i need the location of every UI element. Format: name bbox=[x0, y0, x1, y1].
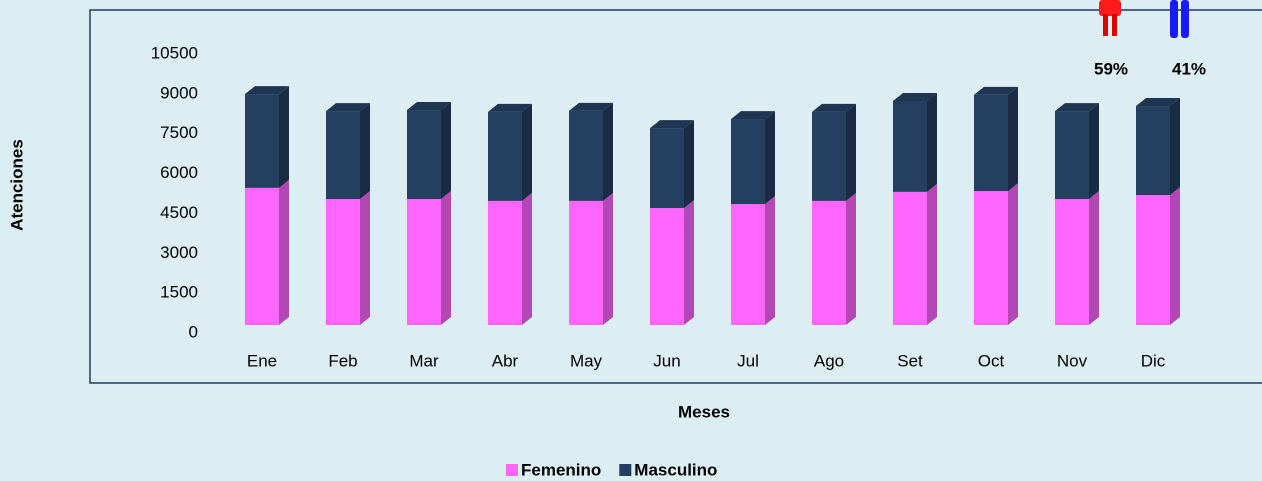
bar bbox=[650, 128, 684, 209]
bar-side bbox=[522, 192, 532, 325]
bar-top bbox=[407, 102, 451, 111]
bar-side bbox=[1170, 98, 1180, 196]
bar-side bbox=[603, 192, 613, 325]
bar-side bbox=[846, 103, 856, 201]
x-tick-label: Feb bbox=[328, 351, 357, 370]
bar-top bbox=[488, 103, 532, 112]
bar-side bbox=[927, 93, 937, 192]
bar bbox=[974, 191, 1008, 325]
x-tick-label: Set bbox=[897, 351, 923, 370]
x-tick-label: Ago bbox=[814, 351, 844, 370]
bar-side bbox=[684, 120, 694, 209]
x-tick-label: Dic bbox=[1141, 351, 1166, 370]
annotation: 41% bbox=[1172, 59, 1206, 78]
female-icon bbox=[1099, 0, 1121, 36]
x-tick-label: May bbox=[570, 351, 603, 370]
bar bbox=[650, 208, 684, 325]
bar bbox=[245, 187, 279, 325]
bar-side bbox=[1089, 191, 1099, 325]
legend-swatch bbox=[506, 464, 518, 476]
x-tick-label: Jun bbox=[653, 351, 680, 370]
x-tick-label: Mar bbox=[409, 351, 439, 370]
bar bbox=[731, 119, 765, 205]
bar bbox=[893, 101, 927, 192]
bar bbox=[326, 111, 360, 200]
bar bbox=[1055, 111, 1089, 200]
bar bbox=[569, 110, 603, 201]
bar-side bbox=[279, 86, 289, 188]
bar-side bbox=[441, 191, 451, 325]
bar bbox=[974, 94, 1008, 192]
bar-side bbox=[1008, 183, 1018, 325]
bar-side bbox=[684, 200, 694, 325]
bar-side bbox=[1170, 187, 1180, 325]
bar bbox=[407, 110, 441, 200]
x-tick-label: Oct bbox=[978, 351, 1005, 370]
bar-top bbox=[650, 120, 694, 129]
x-tick-label: Jul bbox=[737, 351, 759, 370]
bar-top bbox=[326, 103, 370, 112]
y-tick-label: 9000 bbox=[160, 83, 198, 102]
legend-swatch bbox=[619, 464, 632, 476]
bar-top bbox=[245, 86, 289, 95]
bar-side bbox=[603, 102, 613, 201]
bar-side bbox=[765, 196, 775, 325]
x-axis-title: Meses bbox=[678, 402, 730, 421]
bar bbox=[812, 111, 846, 201]
bar bbox=[812, 200, 846, 325]
bar-top bbox=[893, 93, 937, 102]
y-tick-label: 0 bbox=[189, 322, 198, 341]
bar-top bbox=[812, 103, 856, 112]
bar-side bbox=[360, 191, 370, 325]
bar-top bbox=[569, 102, 613, 111]
bar-top bbox=[974, 86, 1018, 95]
bar bbox=[488, 200, 522, 325]
annotation: 59% bbox=[1094, 59, 1128, 78]
bar-top bbox=[1136, 98, 1180, 107]
legend-label: Femenino bbox=[521, 460, 601, 479]
y-tick-label: 3000 bbox=[160, 243, 198, 262]
bar bbox=[326, 199, 360, 325]
bar-side bbox=[927, 183, 937, 325]
male-icon bbox=[1170, 0, 1189, 38]
bar-side bbox=[765, 111, 775, 205]
bar-side bbox=[360, 103, 370, 200]
y-tick-label: 7500 bbox=[160, 123, 198, 142]
bar-top bbox=[1055, 103, 1099, 112]
bar-side bbox=[279, 179, 289, 325]
bar-side bbox=[846, 192, 856, 325]
legend-label: Masculino bbox=[634, 460, 717, 479]
x-tick-label: Nov bbox=[1057, 351, 1088, 370]
bar bbox=[407, 199, 441, 325]
y-axis-title: Atenciones bbox=[7, 139, 26, 231]
bar-side bbox=[1089, 103, 1099, 200]
y-tick-label: 4500 bbox=[160, 203, 198, 222]
x-tick-label: Abr bbox=[492, 351, 519, 370]
bar bbox=[731, 204, 765, 325]
y-tick-label: 6000 bbox=[160, 163, 198, 182]
bar-side bbox=[1008, 86, 1018, 192]
bar bbox=[569, 200, 603, 325]
bar bbox=[893, 191, 927, 325]
bar bbox=[488, 111, 522, 201]
y-tick-label: 1500 bbox=[160, 283, 198, 302]
bar bbox=[1055, 199, 1089, 325]
bar-side bbox=[441, 102, 451, 200]
bar-top bbox=[731, 111, 775, 120]
y-tick-label: 10500 bbox=[151, 43, 198, 62]
bar bbox=[1136, 195, 1170, 325]
bar bbox=[245, 94, 279, 188]
x-tick-label: Ene bbox=[247, 351, 277, 370]
bar-side bbox=[522, 103, 532, 201]
bar bbox=[1136, 106, 1170, 196]
